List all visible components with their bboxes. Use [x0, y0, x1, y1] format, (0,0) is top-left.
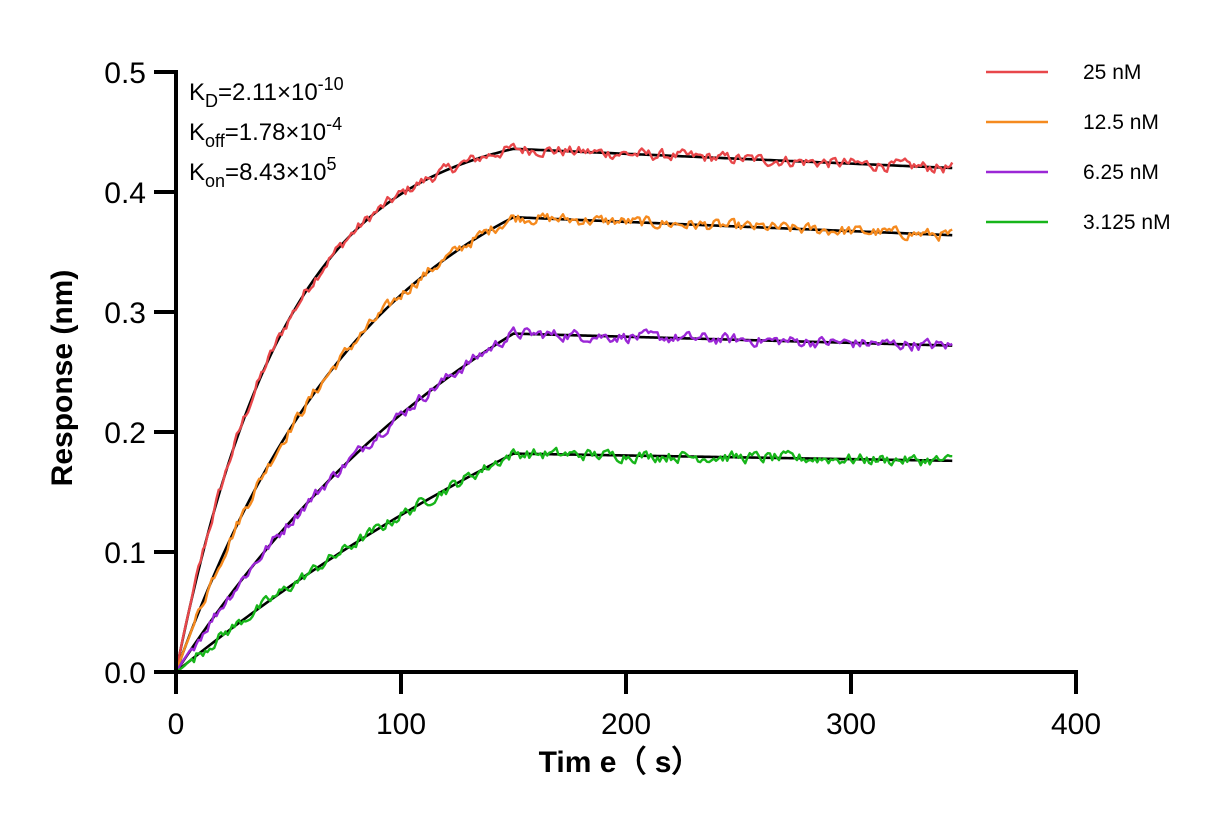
fit-curve	[174, 215, 953, 673]
legend: 25 nM 12.5 nM 6.25 nM 3.125 nM	[986, 61, 1171, 234]
x-tick-label: 0	[168, 708, 185, 741]
axes	[154, 70, 1078, 694]
fit-curves	[174, 147, 953, 674]
y-tick-label: 0.0	[104, 657, 146, 690]
legend-label: 3.125 nM	[1083, 211, 1171, 234]
data-series-line	[175, 446, 953, 673]
data-series-line	[174, 212, 953, 673]
kinetic-constant-label: KD=2.11×10-10	[189, 74, 344, 111]
x-tick-label: 100	[376, 708, 426, 741]
x-tick-label: 400	[1051, 708, 1101, 741]
tick-labels: 0.0 0.1 0.2 0.3 0.4 0.5 0 100 200 300 400	[104, 57, 1101, 741]
legend-label: 25 nM	[1083, 61, 1141, 84]
data-series-line	[174, 142, 954, 673]
x-tick-label: 300	[826, 708, 876, 741]
y-tick-label: 0.4	[104, 177, 146, 210]
data-series-line	[174, 326, 953, 673]
y-tick-label: 0.3	[104, 297, 146, 330]
legend-label: 12.5 nM	[1083, 111, 1159, 134]
x-axis-title: Tim e（ s）	[539, 745, 702, 779]
data-series	[174, 142, 954, 673]
y-tick-label: 0.1	[104, 537, 146, 570]
fit-curve	[174, 147, 953, 673]
y-tick-label: 0.2	[104, 417, 146, 450]
y-tick-label: 0.5	[104, 57, 146, 90]
fit-curve	[175, 452, 953, 674]
y-axis-title: Response (nm)	[46, 270, 79, 487]
kinetic-constant-label: Kon=8.43×105	[189, 154, 337, 191]
fit-curve	[174, 332, 953, 673]
x-tick-label: 200	[601, 708, 651, 741]
legend-label: 6.25 nM	[1083, 161, 1159, 184]
kinetic-constant-label: Koff=1.78×10-4	[189, 114, 342, 151]
